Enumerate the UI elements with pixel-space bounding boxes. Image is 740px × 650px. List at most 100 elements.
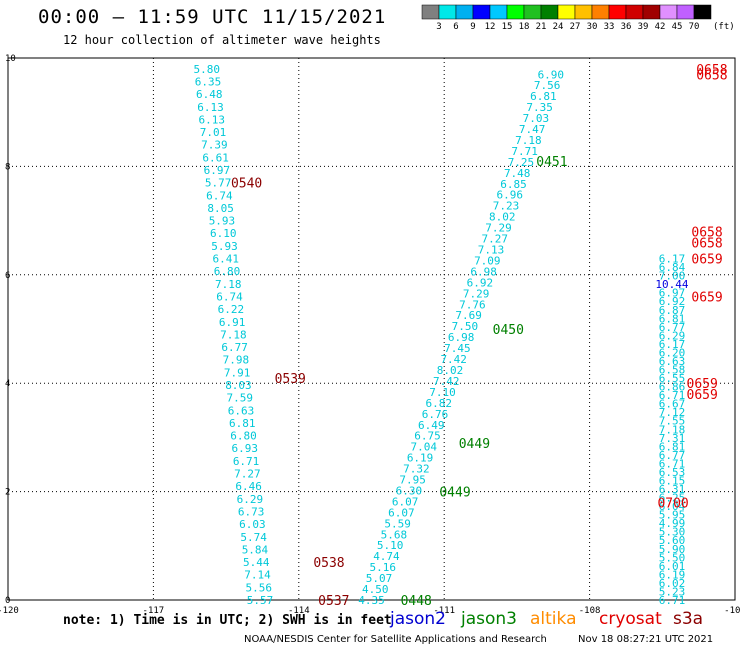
colorbar-swatch (659, 4, 678, 20)
wave-height-value: 6.81 (659, 440, 686, 453)
wave-height-value: 8.02 (489, 211, 516, 224)
wave-height-value: 4.99 (659, 517, 686, 530)
wave-height-value: 7.18 (215, 278, 242, 291)
colorbar-tick: 33 (604, 22, 615, 32)
wave-height-value: 4.50 (362, 583, 389, 596)
wave-height-value: 7.27 (482, 233, 509, 246)
colorbar-swatch (676, 4, 695, 20)
time-label: 0449 (459, 437, 490, 452)
wave-height-value: 6.92 (467, 276, 494, 289)
wave-height-value: 6.29 (237, 493, 264, 506)
time-label: 0537 (318, 594, 349, 609)
satellite-altika: altika (530, 609, 577, 629)
wave-height-value: 7.31 (659, 432, 686, 445)
wave-height-value: 6.63 (228, 404, 255, 417)
wave-height-value: 5.95 (659, 509, 686, 522)
y-tick-label: 8 (5, 162, 10, 172)
wave-height-value: 7.09 (474, 254, 501, 267)
colorbar-swatch (438, 4, 457, 20)
wave-height-value: 6.71 (233, 455, 260, 468)
wave-height-value: 5.57 (247, 594, 274, 607)
wave-height-value: 7.45 (444, 342, 471, 355)
wave-height-value: 5.44 (243, 556, 270, 569)
wave-height-value: 6.71 (659, 594, 686, 607)
wave-height-value: 6.81 (530, 90, 557, 103)
wave-height-value: 7.04 (411, 441, 438, 454)
wave-height-value: 6.04 (659, 500, 686, 513)
wave-height-value: 7.14 (244, 569, 271, 582)
wave-height-value: 7.10 (429, 386, 456, 399)
page-title: 00:00 – 11:59 UTC 11/15/2021 (38, 6, 387, 28)
y-tick-label: 0 (5, 596, 10, 606)
x-tick-label: -111 (433, 606, 455, 616)
wave-height-value: 7.42 (440, 353, 467, 366)
wave-height-value: 8.03 (225, 379, 252, 392)
y-tick-label: 2 (5, 488, 10, 498)
time-label: 0658 (696, 63, 727, 78)
colorbar-tick: 70 (689, 22, 700, 32)
wave-height-value: 7.18 (515, 134, 542, 147)
wave-height-value: 6.22 (218, 303, 245, 316)
wave-height-value: 5.74 (240, 531, 267, 544)
wave-height-value: 6.92 (659, 295, 686, 308)
wave-height-value: 5.90 (659, 543, 686, 556)
colorbar-swatch (625, 4, 644, 20)
wave-height-value: 5.50 (659, 551, 686, 564)
wave-height-value: 6.87 (659, 304, 686, 317)
wave-height-value: 6.07 (388, 506, 415, 519)
wave-height-value: 6.02 (659, 577, 686, 590)
wave-height-value: 7.50 (452, 320, 479, 333)
wave-height-value: 6.25 (659, 492, 686, 505)
colorbar-tick: 36 (621, 22, 632, 32)
wave-height-value: 6.20 (659, 346, 686, 359)
note-text: note: 1) Time is in UTC; 2) SWH is in fe… (63, 613, 392, 628)
wave-height-value: 5.56 (246, 581, 273, 594)
footer-timestamp: Nov 18 08:27:21 UTC 2021 (578, 634, 714, 645)
wave-height-value: 6.74 (206, 189, 233, 202)
wave-height-value: 6.74 (216, 290, 243, 303)
wave-height-value: 7.47 (519, 123, 546, 136)
colorbar-tick: 12 (485, 22, 496, 32)
wave-height-value: 5.77 (205, 177, 232, 190)
wave-height-value: 6.97 (659, 287, 686, 300)
wave-height-value: 6.91 (219, 316, 246, 329)
wave-height-value: 6.30 (396, 484, 423, 497)
wave-height-value: 6.53 (659, 466, 686, 479)
time-label: 0658 (696, 68, 727, 83)
wave-height-value: 6.84 (659, 261, 686, 274)
wave-height-value: 6.49 (418, 419, 445, 432)
colorbar-tick: 15 (502, 22, 513, 32)
colorbar-swatch (489, 4, 508, 20)
colorbar-tick: 30 (587, 22, 598, 32)
colorbar-swatch (642, 4, 661, 20)
wave-height-value: 5.16 (369, 561, 396, 574)
wave-height-value: 6.93 (232, 442, 259, 455)
wave-height-value: 5.10 (377, 539, 404, 552)
wave-height-value: 6.73 (238, 505, 265, 518)
wave-height-value: 6.17 (659, 253, 686, 266)
wave-height-value: 5.93 (209, 215, 236, 228)
wave-height-value: 6.98 (470, 265, 497, 278)
wave-height-value: 6.71 (659, 389, 686, 402)
wave-height-value: 6.46 (235, 480, 262, 493)
wave-height-value: 7.55 (659, 415, 686, 428)
wave-height-value: 5.23 (659, 585, 686, 598)
wave-height-value: 6.86 (659, 381, 686, 394)
wave-height-value: 7.25 (508, 156, 535, 169)
wave-height-value: 7.12 (659, 406, 686, 419)
wave-height-value: 5.30 (659, 526, 686, 539)
wave-height-value: 7.59 (226, 392, 253, 405)
wave-height-value: 7.03 (523, 112, 550, 125)
wave-height-value: 7.29 (485, 222, 512, 235)
wave-height-value: 6.55 (659, 372, 686, 385)
y-tick-label: 4 (5, 379, 10, 389)
wave-height-value: 7.95 (399, 474, 426, 487)
colorbar-tick: 24 (553, 22, 564, 32)
wave-height-value: 6.80 (214, 265, 241, 278)
time-label: 0700 (657, 496, 688, 511)
colorbar-swatch (421, 4, 440, 20)
colorbar-swatch (506, 4, 525, 20)
y-tick-label: 10 (5, 54, 16, 64)
wave-height-value: 6.01 (659, 560, 686, 573)
